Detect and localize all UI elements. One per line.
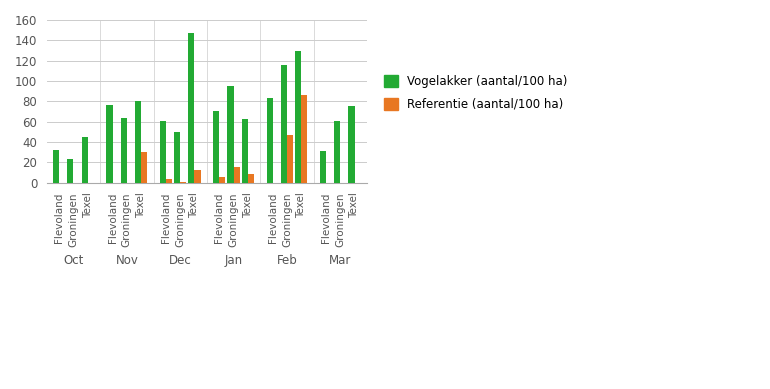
Bar	[242, 119, 248, 182]
Bar	[68, 159, 73, 182]
Bar	[320, 151, 326, 182]
Bar	[82, 137, 88, 182]
Bar	[166, 179, 172, 182]
Bar	[248, 174, 254, 182]
Bar	[160, 121, 166, 182]
Bar	[213, 111, 219, 182]
Bar	[227, 86, 233, 182]
Text: Nov: Nov	[116, 254, 139, 267]
Bar	[349, 106, 354, 182]
Text: Dec: Dec	[169, 254, 192, 267]
Bar	[233, 167, 239, 182]
Bar	[334, 121, 340, 182]
Bar	[219, 177, 226, 182]
Bar	[287, 135, 293, 182]
Bar	[121, 117, 127, 182]
Bar	[135, 101, 141, 182]
Bar	[266, 98, 273, 182]
Bar	[281, 65, 287, 182]
Text: Mar: Mar	[329, 254, 351, 267]
Text: Oct: Oct	[63, 254, 84, 267]
Bar	[189, 33, 195, 182]
Bar	[53, 150, 59, 182]
Bar	[141, 152, 147, 182]
Text: Jan: Jan	[225, 254, 243, 267]
Bar	[106, 105, 112, 182]
Bar	[174, 132, 180, 182]
Bar	[301, 95, 307, 182]
Text: Feb: Feb	[276, 254, 297, 267]
Bar	[295, 51, 301, 182]
Bar	[195, 170, 200, 182]
Legend: Vogelakker (aantal/100 ha), Referentie (aantal/100 ha): Vogelakker (aantal/100 ha), Referentie (…	[379, 71, 572, 116]
